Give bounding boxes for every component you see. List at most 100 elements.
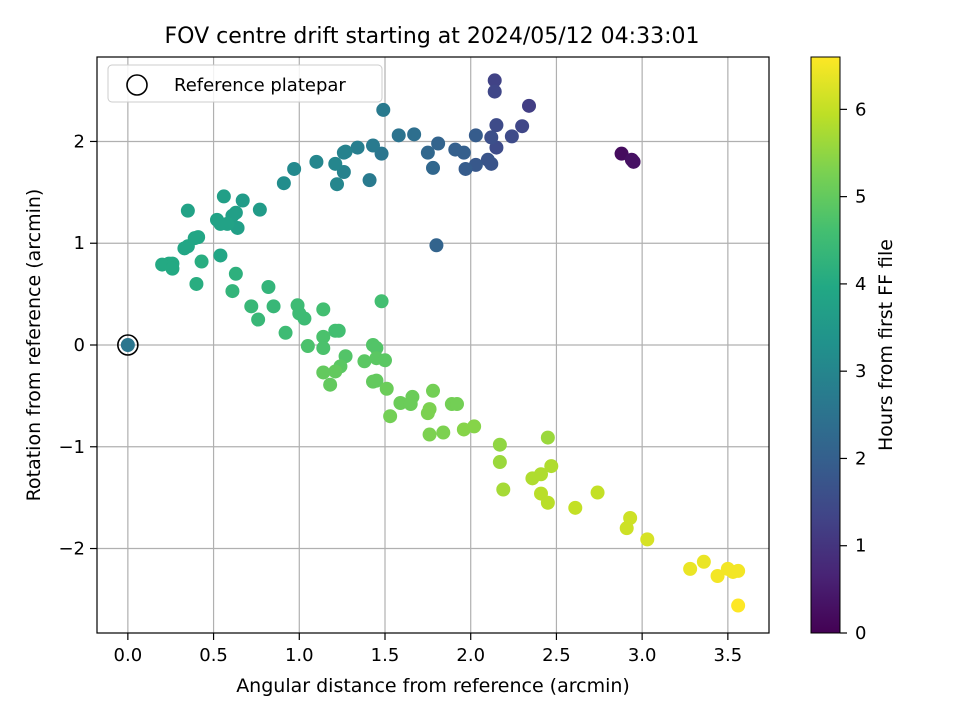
data-point <box>383 409 398 424</box>
colorbar-tick-label: 4 <box>855 274 866 295</box>
x-tick-label: 2.0 <box>456 645 485 666</box>
data-point <box>276 176 291 191</box>
data-point <box>177 241 192 256</box>
data-point <box>225 284 240 299</box>
data-point <box>436 425 451 440</box>
data-point <box>391 128 406 143</box>
grid <box>97 57 769 633</box>
data-point <box>369 373 384 388</box>
data-point <box>244 299 259 314</box>
data-point <box>626 154 641 169</box>
x-tick-label: 0.0 <box>114 645 143 666</box>
x-tick-label: 2.5 <box>542 645 571 666</box>
data-point <box>504 129 519 144</box>
data-point <box>261 279 276 294</box>
data-point <box>316 341 331 356</box>
data-point <box>683 561 698 576</box>
data-point <box>429 238 444 253</box>
y-axis-label: Rotation from reference (arcmin) <box>23 189 45 502</box>
data-point <box>426 160 440 175</box>
colorbar-tick-label: 1 <box>855 536 866 557</box>
data-point <box>422 427 437 442</box>
data-point <box>492 455 507 470</box>
data-point <box>328 156 343 171</box>
data-point <box>403 397 418 412</box>
y-tick-label: −1 <box>58 437 85 458</box>
data-point <box>251 312 266 327</box>
data-point <box>165 261 180 276</box>
data-point <box>323 377 338 392</box>
data-point <box>180 203 195 218</box>
data-point <box>216 189 231 204</box>
data-point <box>619 521 634 536</box>
colorbar-tick-label: 0 <box>855 623 866 644</box>
x-tick-label: 1.0 <box>285 645 314 666</box>
data-point <box>374 294 389 309</box>
data-point <box>458 161 473 176</box>
data-points <box>120 73 746 613</box>
data-point <box>540 430 555 445</box>
colorbar-label: Hours from first FF file <box>875 239 897 451</box>
data-point <box>534 467 548 482</box>
colorbar-gradient <box>810 56 841 634</box>
reference-platepar-marker <box>117 334 139 356</box>
data-point <box>431 136 446 151</box>
data-point <box>393 396 408 411</box>
data-point <box>407 127 422 142</box>
legend-box <box>107 64 383 103</box>
data-point <box>366 138 380 153</box>
data-point <box>487 84 502 99</box>
reference-marker <box>117 334 139 356</box>
data-point <box>266 299 281 314</box>
data-point <box>492 437 507 452</box>
data-point <box>369 341 384 356</box>
data-point <box>194 254 209 269</box>
data-point <box>420 145 435 160</box>
data-point <box>213 216 228 231</box>
y-tick-label: 0 <box>74 335 85 356</box>
colorbar: 0 1 2 3 4 5 6 Hours from first FF file <box>810 56 897 644</box>
data-point <box>376 102 391 117</box>
data-point <box>350 140 365 155</box>
data-point <box>316 329 331 344</box>
data-point <box>357 354 372 369</box>
data-point <box>696 554 711 569</box>
data-point <box>328 364 343 379</box>
data-point <box>467 419 482 434</box>
data-point <box>252 202 267 217</box>
data-point <box>731 598 746 613</box>
data-point <box>522 98 536 113</box>
data-point <box>287 161 302 176</box>
legend: Reference platepar <box>107 64 383 103</box>
data-point <box>379 381 394 396</box>
data-point <box>489 118 504 133</box>
x-axis-ticks: 0.0 0.5 1.0 1.5 2.0 2.5 3.0 3.5 <box>114 633 743 666</box>
legend-label: Reference platepar <box>174 75 346 96</box>
y-axis-ticks: −2 −1 0 1 2 <box>58 131 97 560</box>
data-point <box>331 323 346 338</box>
data-point <box>362 173 377 188</box>
chart-title: FOV centre drift starting at 2024/05/12 … <box>165 24 700 49</box>
data-point <box>420 406 435 421</box>
data-point <box>487 73 502 88</box>
data-point <box>278 325 293 340</box>
colorbar-ticks: 0 1 2 3 4 5 6 <box>840 99 866 644</box>
data-point <box>330 177 344 192</box>
legend-marker-icon <box>126 74 148 96</box>
data-point <box>297 311 312 326</box>
data-point <box>448 142 463 157</box>
x-tick-label: 0.5 <box>199 645 228 666</box>
data-point <box>731 563 746 578</box>
data-point <box>235 193 250 208</box>
data-point <box>426 383 440 398</box>
x-tick-label: 3.5 <box>714 645 743 666</box>
y-tick-label: 1 <box>74 233 85 254</box>
data-point <box>710 569 725 584</box>
data-point <box>309 154 324 169</box>
data-point <box>316 302 331 317</box>
data-point <box>450 397 464 412</box>
y-tick-label: 2 <box>74 131 85 152</box>
colorbar-tick-label: 6 <box>855 99 866 120</box>
data-point <box>336 145 351 160</box>
